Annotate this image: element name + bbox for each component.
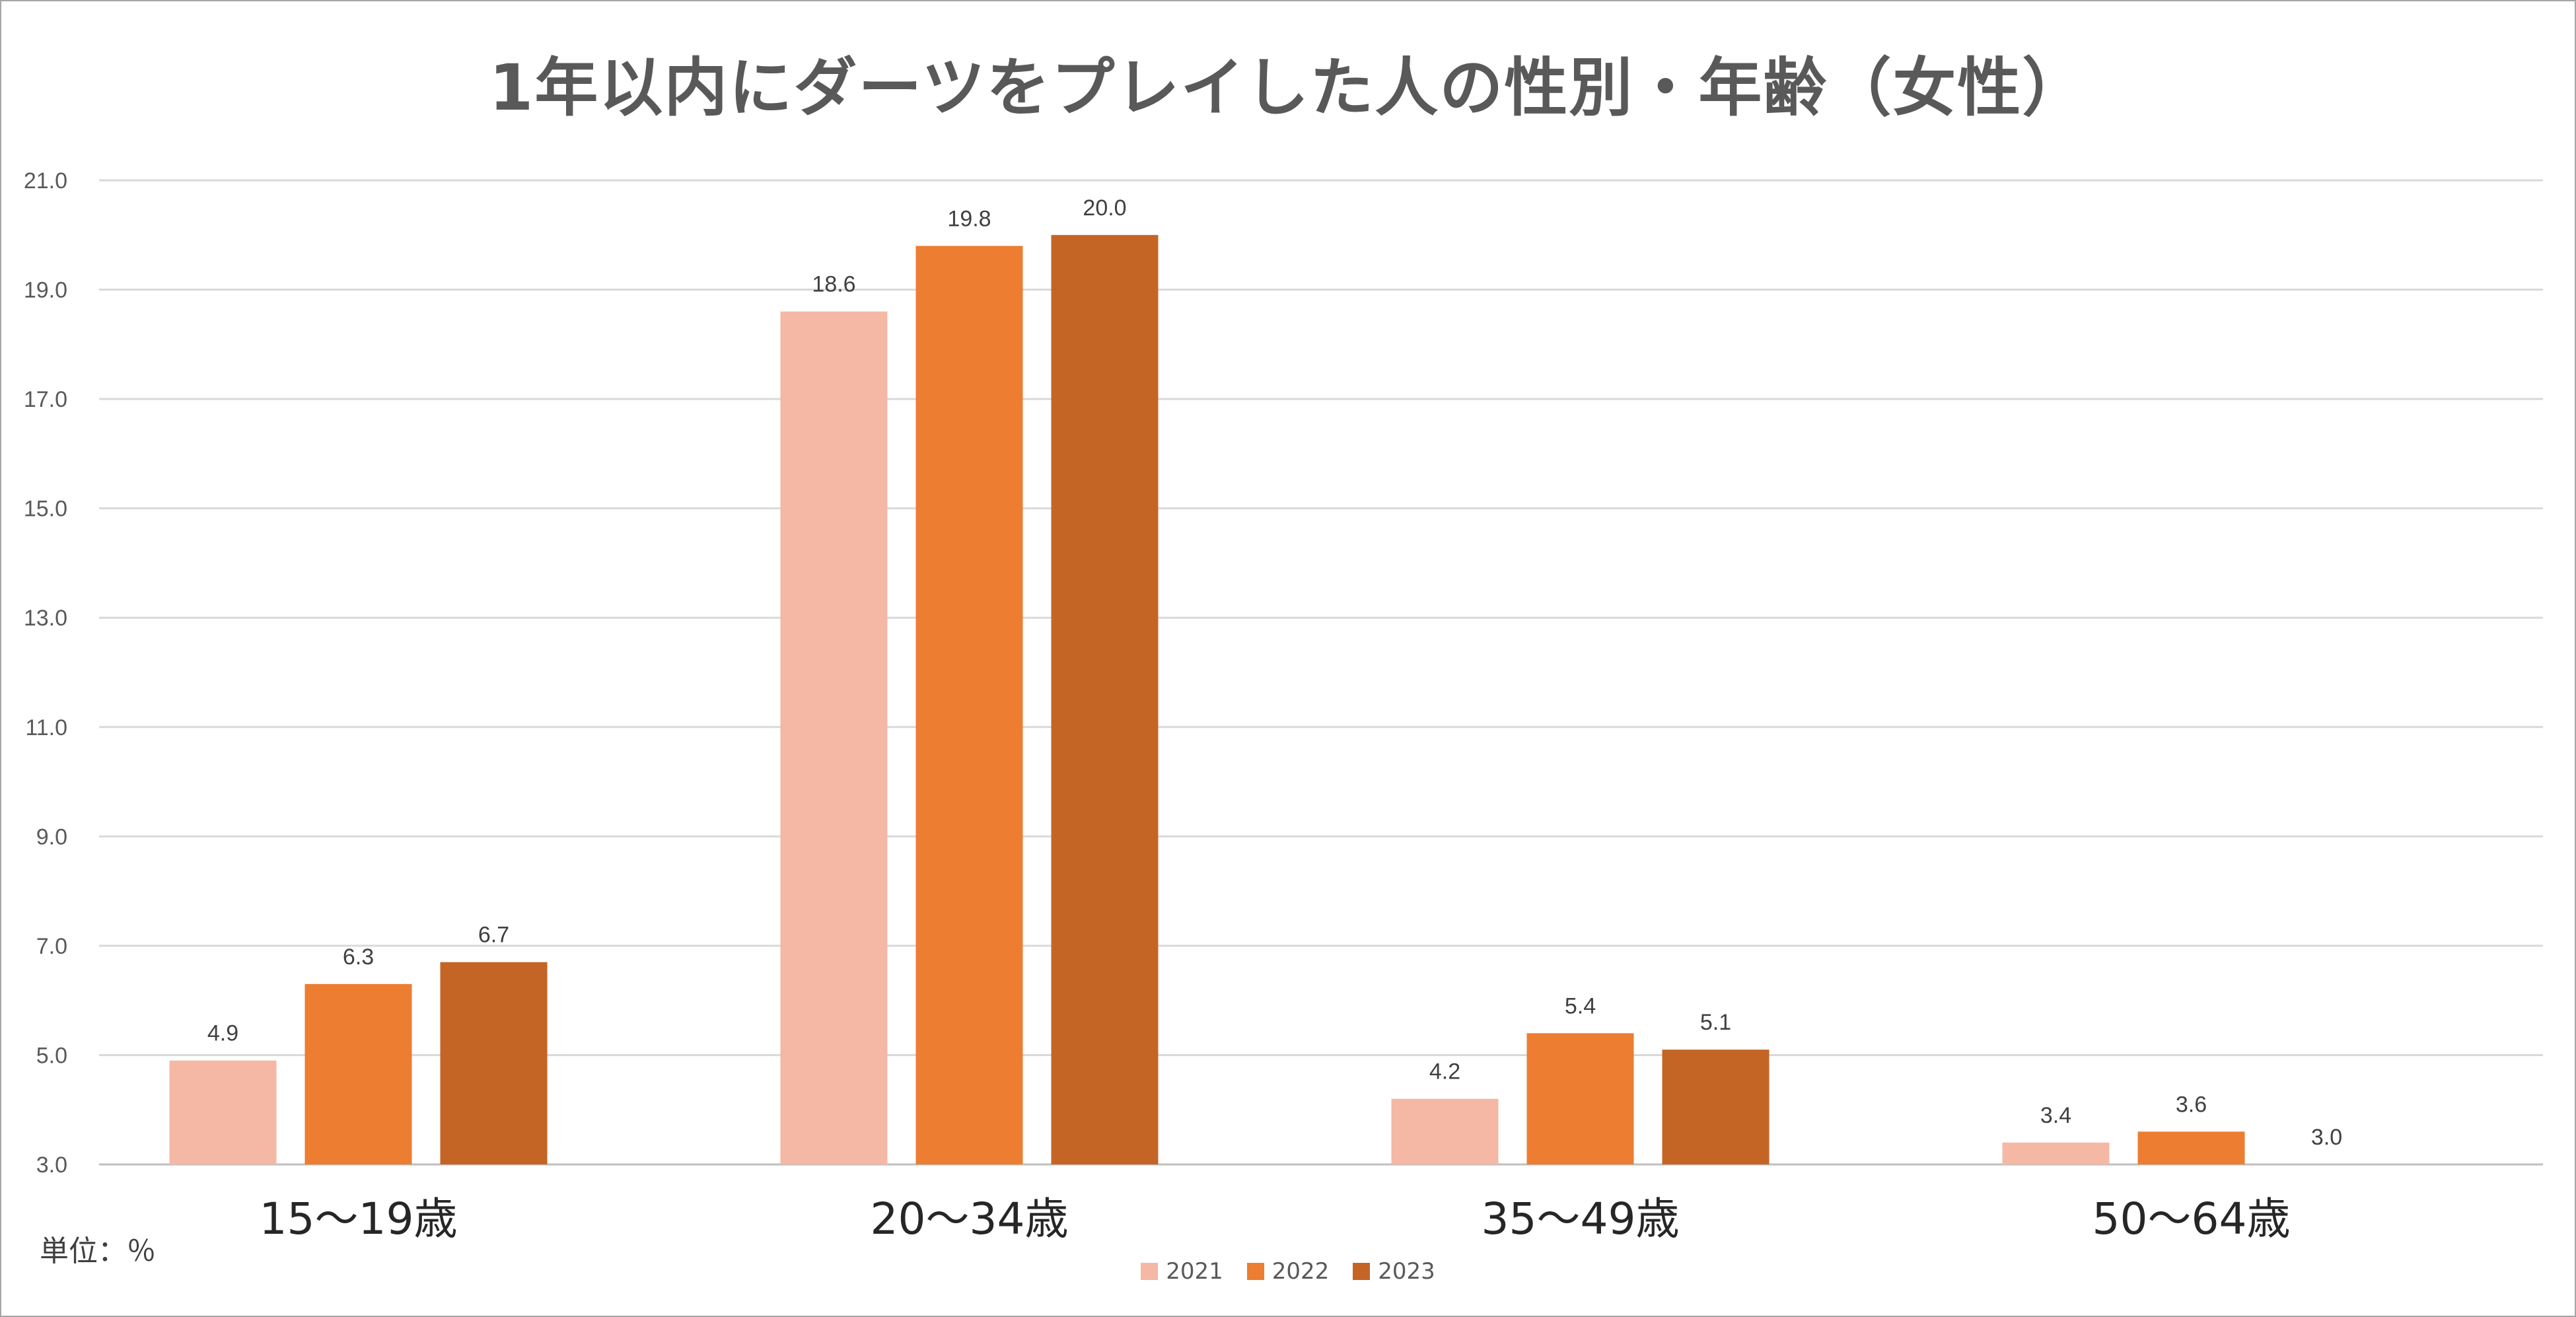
y-tick-label: 9.0: [36, 824, 67, 849]
x-axis-ticks: 15～19歳 20～34歳 35～49歳 50～64歳: [260, 1193, 2291, 1244]
data-label: 4.9: [207, 1021, 238, 1046]
bar-2021-2: [1391, 1098, 1499, 1164]
bar-2021-3: [2002, 1142, 2110, 1164]
data-label: 19.8: [947, 206, 991, 231]
data-label: 5.4: [1565, 993, 1596, 1018]
x-tick-label: 15～19歳: [260, 1193, 458, 1244]
legend: 2021 2022 2023: [0, 1258, 2576, 1285]
y-tick-label: 13.0: [24, 606, 67, 631]
legend-item: 2021: [1141, 1258, 1223, 1285]
legend-label: 2021: [1166, 1258, 1223, 1285]
y-axis-ticks: 3.0 5.0 7.0 9.0 11.0 13.0 15.0 17.0 19.0 21.0: [24, 168, 67, 1178]
bar-2022-1: [915, 246, 1023, 1164]
bar-2022-3: [2137, 1131, 2245, 1164]
bar-2021-0: [169, 1060, 277, 1164]
data-labels: 4.9 6.3 6.7 18.6 19.8 20.0 4.2 5.4 5.1 3.4 3.6 3.0: [207, 196, 2342, 1150]
bar-2023-2: [1662, 1050, 1770, 1164]
chart-title: 1年以内にダーツをプレイした人の性別・年齢（女性）: [489, 51, 2087, 125]
bar-2022-0: [304, 983, 412, 1164]
x-tick-label: 20～34歳: [871, 1193, 1069, 1244]
y-tick-label: 7.0: [36, 934, 67, 959]
data-label: 18.6: [812, 272, 855, 297]
y-tick-label: 11.0: [25, 715, 67, 740]
y-tick-label: 15.0: [24, 497, 67, 522]
legend-swatch: [1353, 1263, 1371, 1280]
x-tick-label: 35～49歳: [1482, 1193, 1680, 1244]
legend-swatch: [1141, 1263, 1159, 1280]
legend-item: 2023: [1353, 1258, 1435, 1285]
data-label: 6.7: [478, 923, 509, 948]
legend-swatch: [1246, 1263, 1264, 1280]
y-tick-label: 3.0: [36, 1153, 67, 1178]
y-tick-label: 5.0: [36, 1043, 67, 1068]
bar-2023-1: [1051, 234, 1159, 1164]
unit-note: 単位：％: [40, 1234, 156, 1268]
data-label: 5.1: [1700, 1010, 1731, 1035]
data-label: 6.3: [343, 944, 374, 970]
x-tick-label: 50～64歳: [2093, 1193, 2291, 1244]
bar-2023-0: [440, 962, 548, 1164]
bar-2022-2: [1526, 1033, 1634, 1164]
legend-item: 2022: [1246, 1258, 1330, 1285]
data-label: 3.4: [2040, 1103, 2071, 1128]
data-label: 3.0: [2311, 1125, 2342, 1150]
legend-label: 2022: [1271, 1258, 1330, 1285]
data-label: 20.0: [1083, 196, 1126, 221]
y-tick-label: 17.0: [24, 387, 67, 412]
data-label: 3.6: [2176, 1092, 2207, 1117]
y-tick-label: 21.0: [24, 168, 67, 194]
bars: [169, 234, 2245, 1165]
legend-label: 2023: [1378, 1258, 1435, 1285]
bar-2021-1: [780, 311, 888, 1165]
data-label: 4.2: [1429, 1059, 1460, 1085]
y-tick-label: 19.0: [24, 278, 67, 303]
